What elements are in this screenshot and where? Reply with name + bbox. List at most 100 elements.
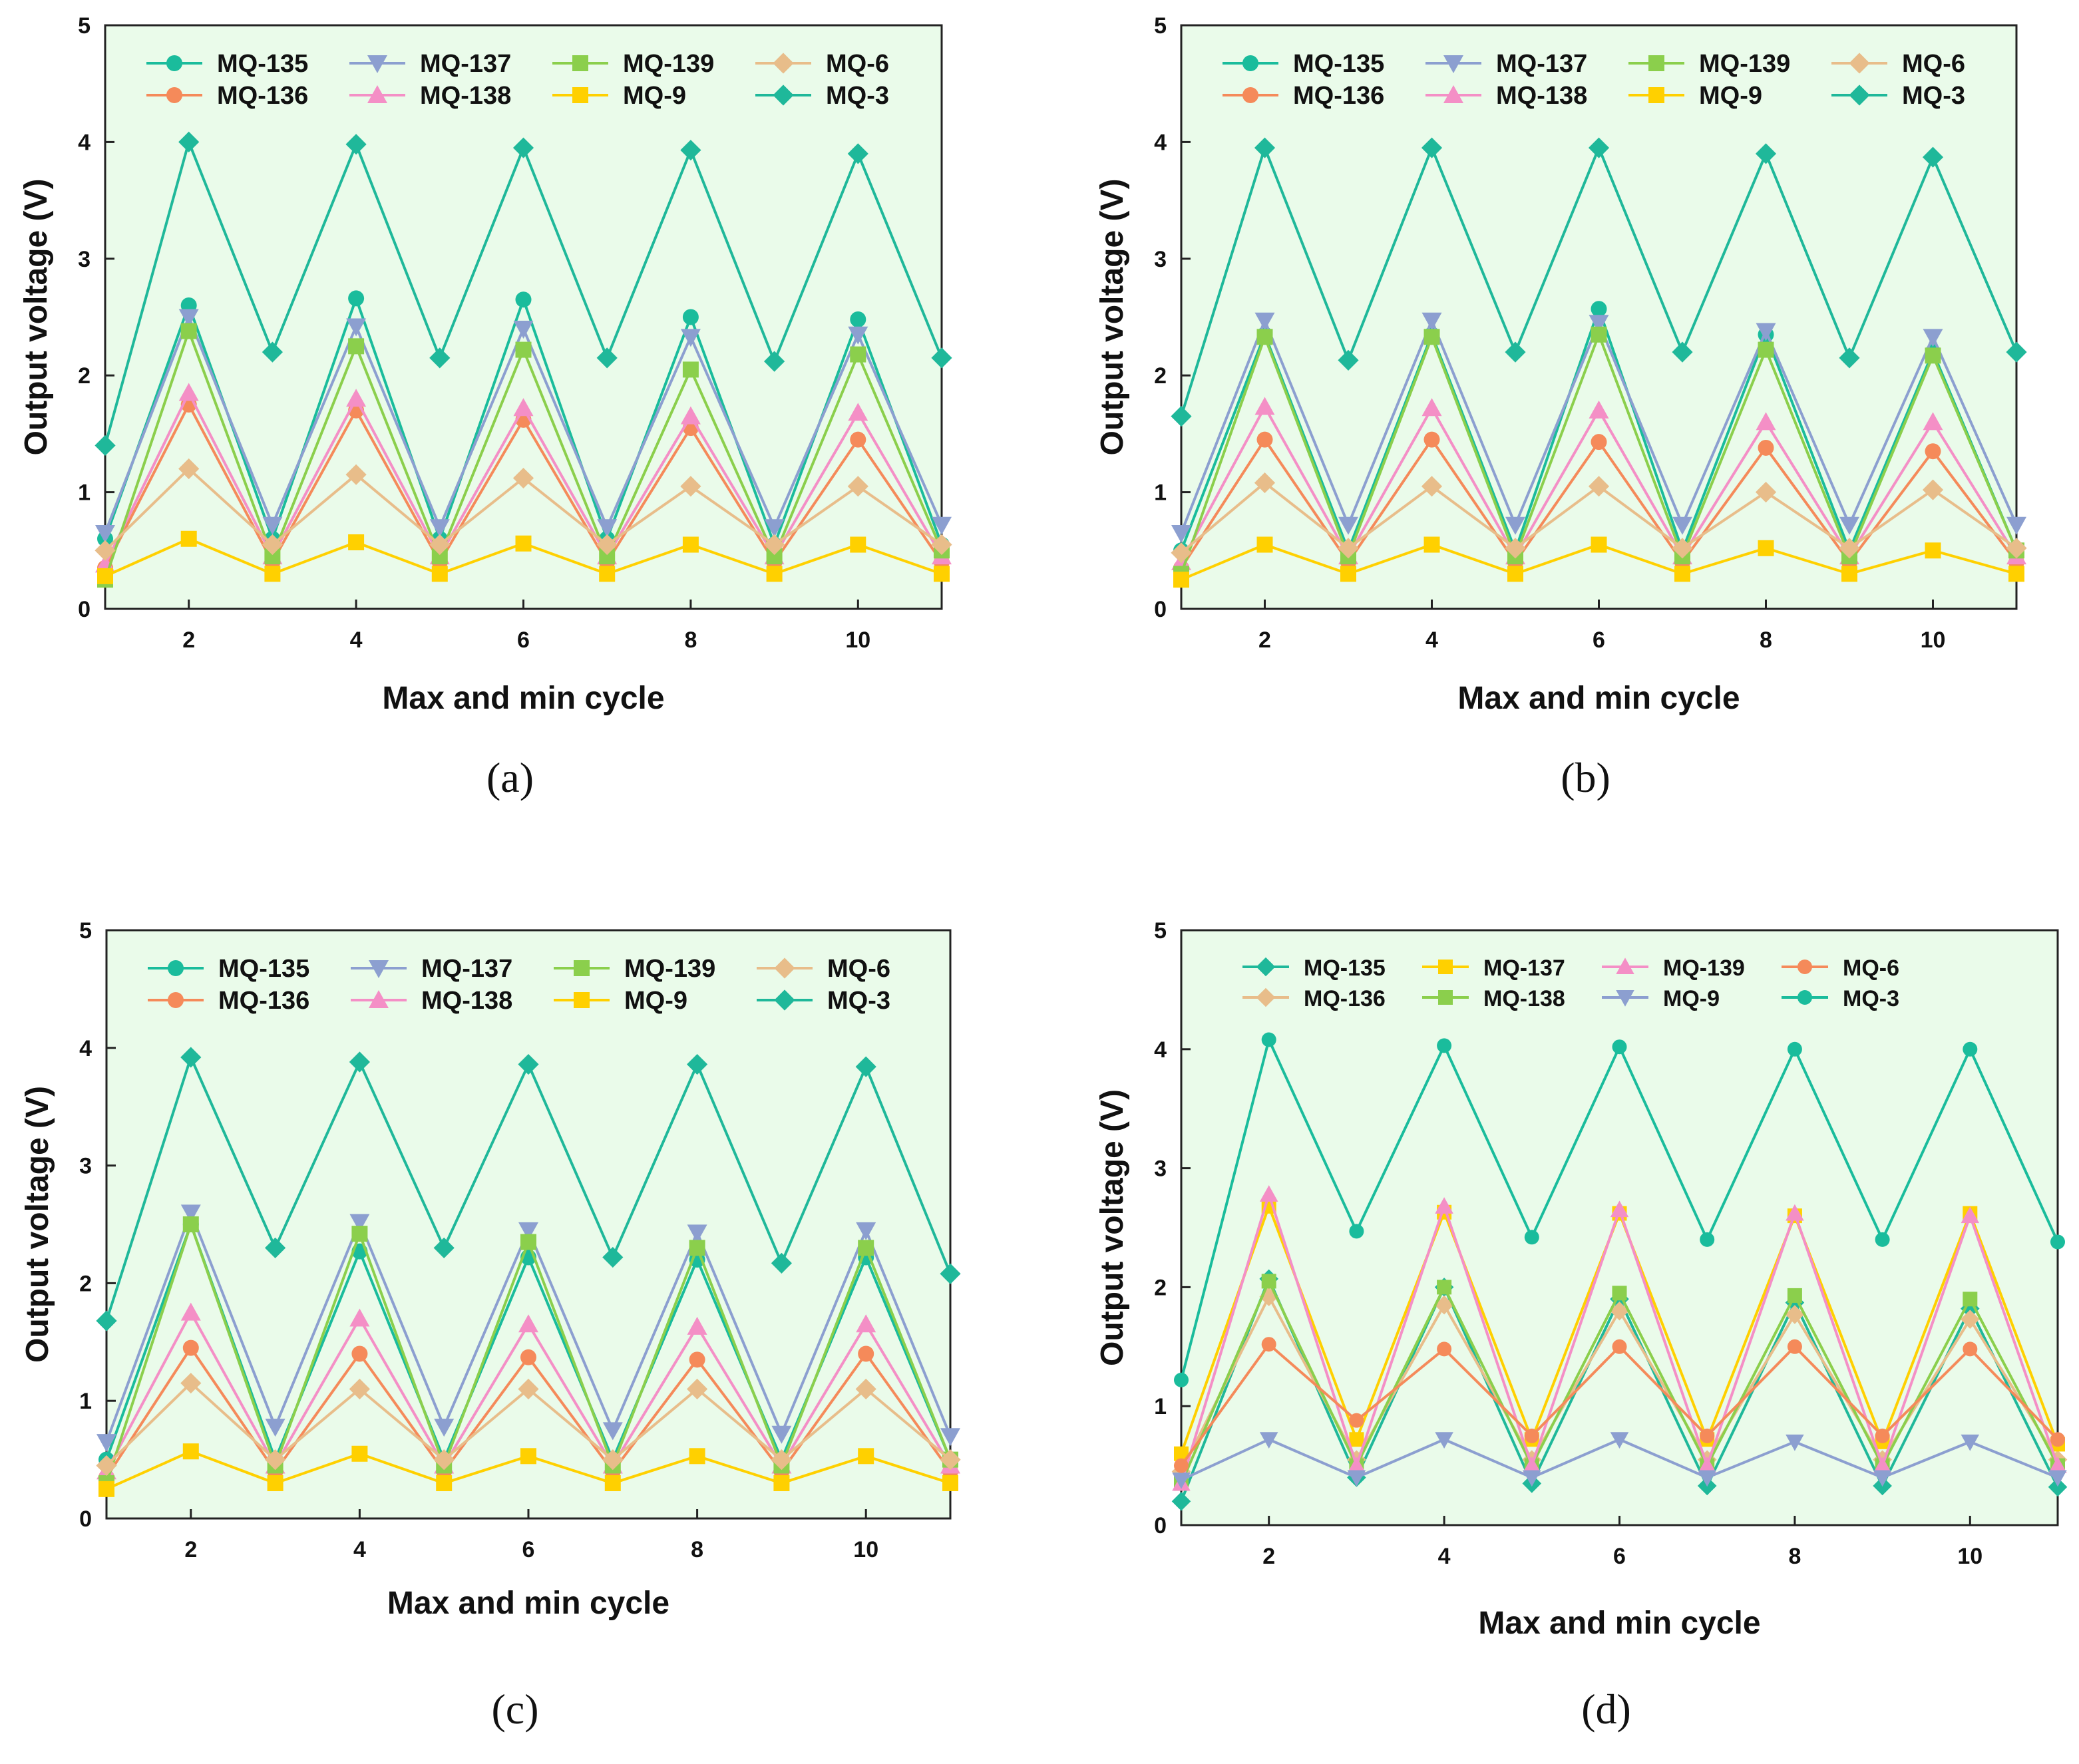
data-point bbox=[848, 403, 868, 421]
data-point bbox=[515, 291, 532, 308]
legend-marker bbox=[1648, 87, 1664, 103]
series-mq-9 bbox=[1173, 536, 2024, 588]
x-tick-label: 8 bbox=[1760, 627, 1772, 653]
legend-marker bbox=[1438, 960, 1453, 974]
data-point bbox=[518, 1378, 539, 1400]
data-point bbox=[349, 1214, 370, 1232]
data-point bbox=[265, 1419, 285, 1437]
data-point bbox=[1524, 1230, 1539, 1245]
data-point bbox=[267, 1475, 284, 1491]
data-point bbox=[182, 1443, 199, 1460]
data-point bbox=[1435, 1197, 1453, 1214]
data-point bbox=[602, 1422, 623, 1441]
data-point bbox=[680, 406, 701, 425]
data-point bbox=[682, 536, 699, 553]
legend-item-mq-135: MQ-135 bbox=[146, 50, 308, 78]
data-point bbox=[1261, 1337, 1276, 1352]
legend-item-mq-9: MQ-9 bbox=[554, 987, 687, 1015]
y-tick-label: 5 bbox=[1154, 918, 1167, 944]
data-point bbox=[942, 1475, 958, 1491]
data-point bbox=[1612, 1339, 1627, 1354]
x-tick-label: 4 bbox=[1425, 627, 1438, 653]
x-axis-title: Max and min cycle bbox=[387, 1586, 669, 1621]
y-tick-label: 3 bbox=[79, 1154, 92, 1179]
x-tick-label: 4 bbox=[350, 627, 363, 653]
data-point bbox=[596, 347, 618, 369]
legend-label: MQ-6 bbox=[826, 50, 889, 78]
data-point bbox=[351, 1445, 368, 1462]
legend-label: MQ-136 bbox=[217, 82, 308, 110]
data-point bbox=[1340, 566, 1356, 582]
legend-item-mq-138: MQ-138 bbox=[1425, 82, 1587, 110]
data-point bbox=[1698, 1456, 1716, 1473]
data-point bbox=[1873, 1456, 1892, 1473]
series-mq-9 bbox=[97, 530, 950, 584]
data-point bbox=[515, 341, 532, 358]
legend-item-mq-6: MQ-6 bbox=[1782, 956, 1899, 981]
data-point bbox=[689, 1448, 705, 1465]
data-point bbox=[599, 566, 616, 582]
data-point bbox=[513, 321, 534, 339]
data-point bbox=[855, 1056, 876, 1077]
legend-marker bbox=[574, 992, 590, 1008]
data-point bbox=[931, 534, 952, 556]
data-point bbox=[1437, 1038, 1452, 1053]
legend-marker bbox=[574, 960, 590, 976]
data-point bbox=[1256, 431, 1273, 448]
series-mq-137 bbox=[96, 1204, 960, 1453]
legend: MQ-135 MQ-137 MQ-139 MQ-6 MQ-136 MQ-138 MQ-9 MQ… bbox=[1223, 50, 1965, 110]
legend-item-mq-3: MQ-3 bbox=[757, 987, 890, 1015]
data-point bbox=[1961, 1310, 1980, 1329]
data-point bbox=[764, 519, 785, 538]
data-point bbox=[1423, 329, 1440, 345]
y-axis-title: Output voltage (V) bbox=[1095, 179, 1130, 456]
series-mq-139 bbox=[1172, 1185, 2067, 1491]
legend-item-mq-9: MQ-9 bbox=[1602, 986, 1720, 1011]
legend-item-mq-138: MQ-138 bbox=[349, 82, 511, 110]
data-point bbox=[1925, 443, 1941, 460]
data-point bbox=[1423, 431, 1440, 448]
data-point bbox=[94, 435, 116, 456]
data-point bbox=[855, 1378, 876, 1400]
data-point bbox=[1589, 400, 1609, 419]
y-tick-label: 1 bbox=[1154, 480, 1167, 506]
x-tick-label: 8 bbox=[684, 627, 697, 653]
data-point bbox=[429, 534, 451, 556]
data-point bbox=[1173, 572, 1189, 588]
data-point bbox=[1171, 542, 1192, 564]
data-point bbox=[1588, 137, 1610, 158]
legend-label: MQ-137 bbox=[1483, 956, 1565, 981]
legend-item-mq-136: MQ-136 bbox=[146, 82, 308, 110]
data-point bbox=[1610, 1200, 1629, 1218]
data-point bbox=[932, 516, 952, 535]
legend-marker bbox=[1648, 55, 1664, 71]
chart-panel-c: 0 1 2 3 4 5 2 4 6 8 10 Max and min cycle Output volt… bbox=[20, 918, 961, 1733]
legend-label: MQ-3 bbox=[1843, 986, 1899, 1011]
y-tick-label: 5 bbox=[1154, 13, 1167, 39]
data-point bbox=[2050, 1234, 2065, 1250]
legend-marker bbox=[1443, 55, 1463, 73]
data-point bbox=[265, 1237, 286, 1258]
y-tick-label: 0 bbox=[78, 597, 91, 622]
data-point bbox=[512, 137, 534, 158]
data-point bbox=[1254, 137, 1276, 158]
legend-marker bbox=[572, 55, 588, 71]
legend-item-mq-139: MQ-139 bbox=[1602, 956, 1745, 981]
data-point bbox=[1254, 397, 1275, 415]
data-point bbox=[764, 534, 785, 556]
data-point bbox=[940, 1449, 961, 1471]
series-mq-3 bbox=[96, 1047, 961, 1331]
legend-label: MQ-135 bbox=[1293, 50, 1384, 78]
data-point bbox=[1923, 329, 1943, 347]
data-point bbox=[1925, 542, 1941, 559]
y-tick-label: 2 bbox=[1154, 363, 1167, 389]
legend-label: MQ-9 bbox=[1699, 82, 1762, 110]
data-point bbox=[1591, 434, 1607, 450]
legend-marker bbox=[1797, 960, 1812, 974]
data-point bbox=[687, 1053, 708, 1075]
data-point bbox=[1786, 1434, 1804, 1451]
data-point bbox=[847, 476, 868, 497]
panel-label: (b) bbox=[1561, 754, 1610, 801]
y-tick-label: 2 bbox=[78, 363, 91, 389]
